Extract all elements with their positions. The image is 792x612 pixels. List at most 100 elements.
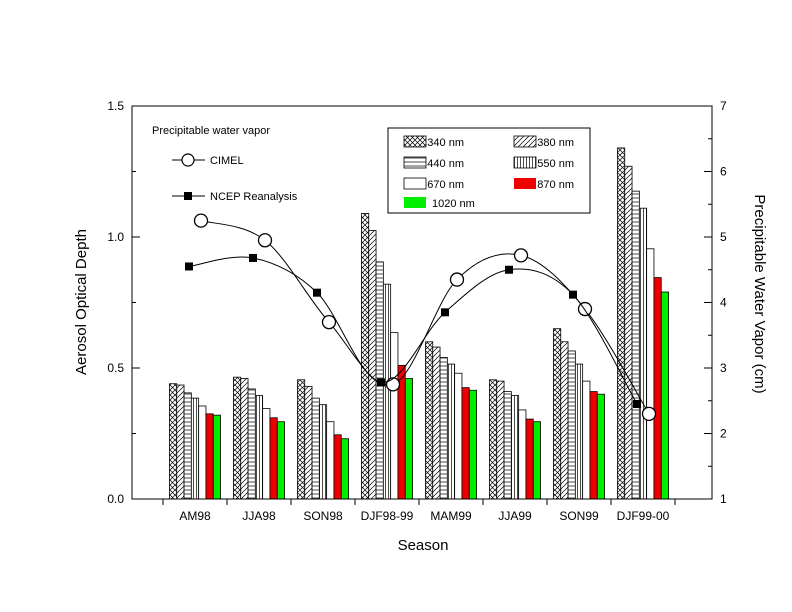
x-tick-label: SON98	[303, 509, 343, 523]
bar-JJA99-380nm	[496, 380, 505, 500]
y2-tick-label: 4	[720, 296, 727, 310]
cimel-point-DJF99-00	[641, 406, 657, 422]
x-tick-label: DJF99-00	[617, 509, 670, 523]
bar-SON98-340nm	[297, 379, 306, 500]
y-axis-title: Aerosol Optical Depth	[73, 229, 90, 375]
bar-MAM99-1020nm	[468, 389, 477, 500]
line-legend-title: Precipitable water vapor	[152, 125, 270, 137]
bar-SON99-670nm	[582, 380, 591, 500]
ncep-legend-label: NCEP Reanalysis	[210, 191, 298, 203]
legend-label-440nm: 440 nm	[427, 158, 464, 170]
bar-DJF98-99-670nm	[390, 332, 399, 500]
bar-DJF99-00-550nm	[638, 207, 648, 500]
bar-AM98-380nm	[176, 384, 185, 500]
ncep-point-MAM99	[441, 308, 449, 317]
bar-SON98-670nm	[326, 421, 335, 500]
bar-SON98-380nm	[304, 385, 313, 500]
ncep-point-JJA98	[249, 253, 257, 262]
bar-DJF99-00-1020nm	[660, 291, 669, 500]
bar-SON98-440nm	[311, 397, 320, 500]
legend-label-340nm: 340 nm	[427, 137, 464, 149]
bar-DJF99-00-340nm	[617, 147, 626, 500]
bar-SON99-550nm	[574, 363, 584, 500]
bar-JJA98-670nm	[262, 408, 271, 500]
bar-DJF98-99-1020nm	[404, 378, 413, 500]
legend-swatch-380nm	[513, 135, 537, 148]
x-axis-title: Season	[398, 537, 449, 554]
bar-SON99-870nm	[589, 391, 598, 500]
bar-DJF99-00-380nm	[624, 165, 633, 500]
bar-AM98-670nm	[198, 405, 207, 500]
bar-DJF98-99-550nm	[382, 283, 392, 500]
cimel-point-MAM99	[449, 272, 465, 287]
bar-DJF99-00-440nm	[631, 190, 640, 500]
y2-tick-label: 2	[720, 427, 727, 441]
bar-JJA98-440nm	[247, 388, 256, 500]
bar-legend: 340 nm 380 nm 440 nm 550 nm 670 nm 870 nm 1020…	[387, 127, 591, 214]
cimel-point-JJA99	[513, 248, 529, 263]
bar-JJA98-1020nm	[276, 421, 285, 500]
bar-MAM99-870nm	[461, 387, 470, 500]
legend-swatch-870nm	[514, 178, 536, 189]
bar-SON99-440nm	[567, 350, 576, 500]
legend-swatch-550nm	[513, 156, 537, 169]
y-tick-label: 0.0	[107, 492, 124, 506]
cimel-point-SON98	[321, 314, 337, 330]
legend-label-870nm: 870 nm	[537, 179, 574, 191]
x-tick-label: SON99	[559, 509, 599, 523]
axes-layer: 0.0 0.5 1.0 1.5 1 2 3 4 5 6 7 AM98 JJA98 SON98 DJF98-9…	[107, 99, 727, 523]
bar-JJA99-550nm	[510, 395, 520, 500]
cimel-point-JJA98	[257, 233, 273, 248]
x-tick-label: JJA98	[242, 509, 276, 523]
bar-SON98-550nm	[318, 404, 328, 500]
ncep-point-SON99	[569, 290, 577, 299]
x-tick-label: MAM99	[430, 509, 472, 523]
bar-AM98-340nm	[169, 383, 178, 500]
bar-MAM99-670nm	[454, 372, 463, 500]
bar-JJA99-340nm	[489, 379, 498, 500]
bar-SON99-1020nm	[596, 393, 605, 500]
bar-JJA99-870nm	[525, 418, 534, 500]
bar-JJA98-550nm	[254, 395, 264, 500]
bar-DJF99-00-870nm	[653, 277, 662, 500]
ncep-point-SON98	[313, 288, 321, 297]
bar-DJF98-99-380nm	[368, 230, 377, 500]
ncep-point-JJA99	[505, 265, 513, 274]
bar-SON99-340nm	[553, 328, 562, 500]
bar-MAM99-550nm	[446, 363, 456, 500]
bar-DJF99-00-670nm	[646, 248, 655, 500]
bar-JJA99-670nm	[518, 409, 527, 500]
bar-AM98-870nm	[205, 413, 214, 500]
bar-JJA98-380nm	[240, 378, 249, 500]
bar-JJA99-440nm	[503, 391, 512, 500]
y-tick-label: 1.5	[107, 99, 124, 113]
cimel-legend-label: CIMEL	[210, 155, 244, 167]
bar-JJA99-1020nm	[532, 421, 541, 500]
y2-tick-label: 6	[720, 165, 727, 179]
x-tick-label: DJF98-99	[361, 509, 414, 523]
legend-label-550nm: 550 nm	[537, 158, 574, 170]
y2-tick-label: 1	[720, 492, 727, 506]
bar-SON98-1020nm	[340, 438, 349, 500]
cimel-point-AM98	[193, 213, 209, 228]
bar-MAM99-340nm	[425, 341, 434, 500]
bar-AM98-550nm	[190, 397, 200, 500]
bar-MAM99-380nm	[432, 346, 441, 500]
curve-layer	[185, 213, 657, 422]
bar-JJA98-340nm	[233, 376, 242, 500]
line-legend: Precipitable water vapor CIMEL NCEP Rean…	[152, 125, 298, 203]
y2-tick-label: 7	[720, 99, 727, 113]
ncep-legend-marker	[184, 192, 192, 200]
bar-layer	[169, 147, 669, 500]
x-tick-label: JJA99	[498, 509, 532, 523]
y-tick-label: 0.5	[107, 361, 124, 375]
y2-axis-title: Precipitable Water Vapor (cm)	[751, 194, 768, 393]
ncep-point-AM98	[185, 262, 193, 271]
legend-swatch-340nm	[403, 135, 427, 148]
bar-AM98-440nm	[183, 392, 192, 500]
y2-tick-label: 3	[720, 361, 727, 375]
ncep-point-DJF98-99	[377, 378, 385, 387]
x-tick-label: AM98	[179, 509, 211, 523]
legend-swatch-440nm	[403, 156, 427, 169]
legend-swatch-1020nm	[404, 197, 426, 208]
